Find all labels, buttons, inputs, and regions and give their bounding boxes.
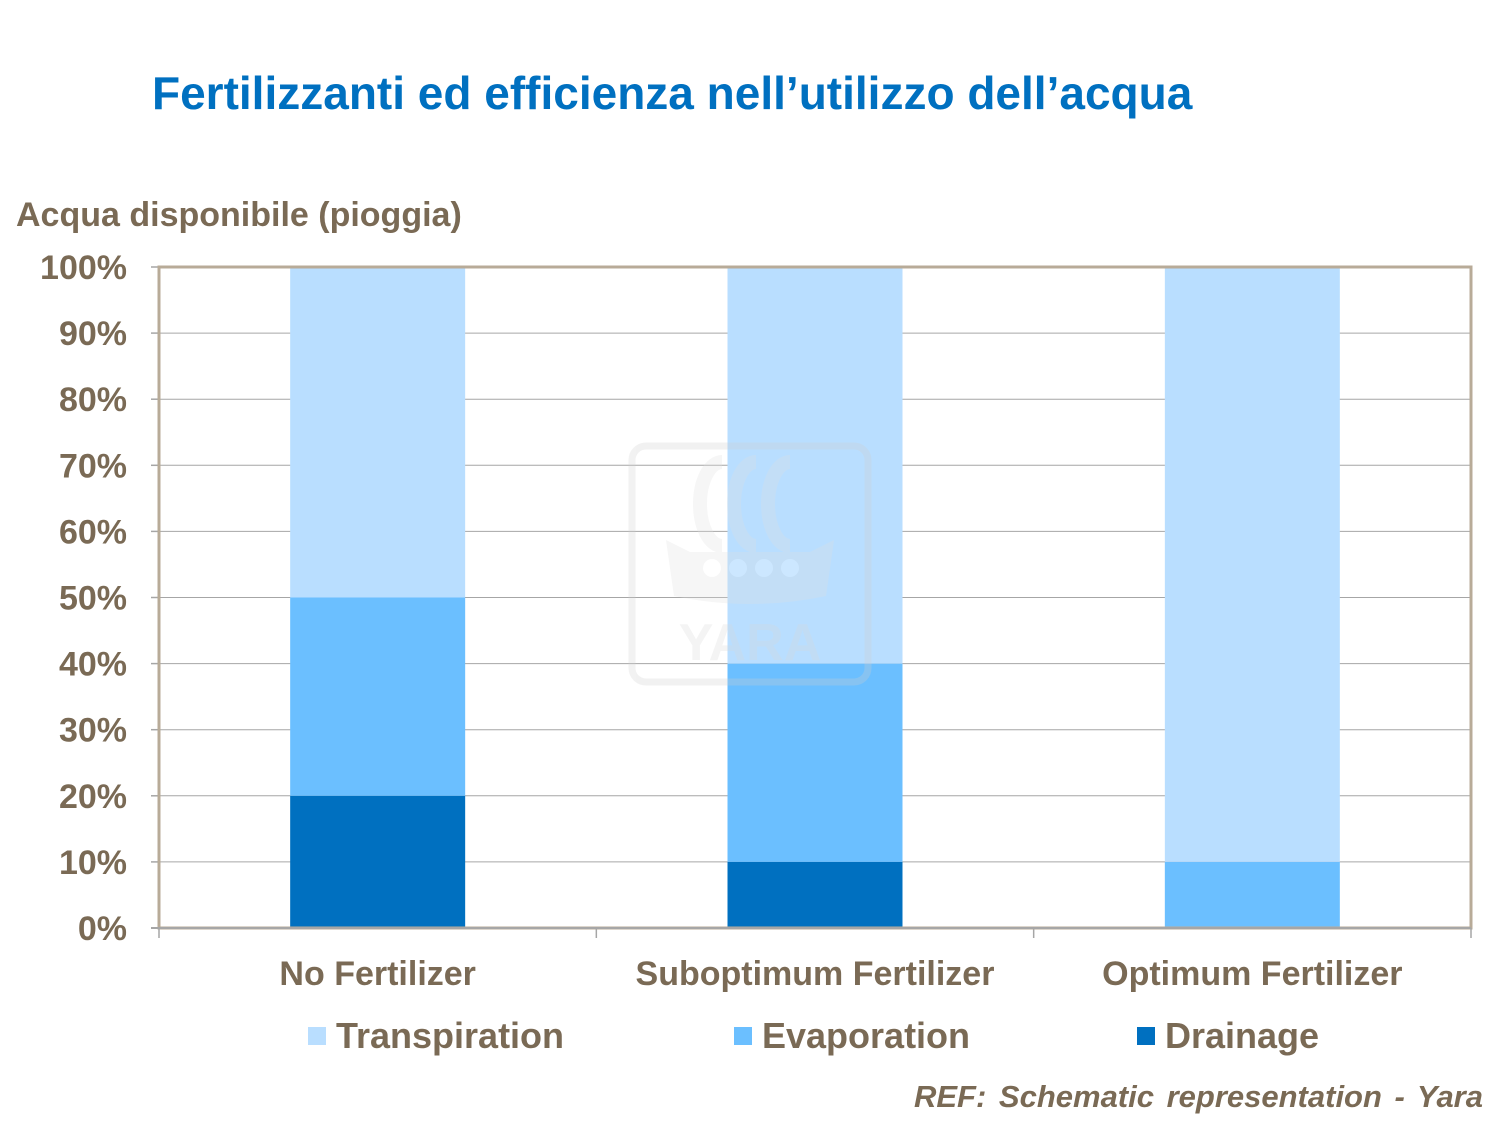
chart-title: Fertilizzanti ed efficienza nell’utilizz… (152, 67, 1193, 119)
bar-transpiration-3 (1164, 267, 1340, 862)
bar-drainage-1 (290, 795, 466, 928)
legend-swatch-drainage (1137, 1027, 1155, 1045)
y-tick-label: 50% (59, 580, 127, 618)
bar-evaporation-3 (1164, 861, 1340, 928)
svg-text:YARA: YARA (679, 614, 822, 672)
y-tick-label: 100% (40, 249, 127, 287)
x-tick-label: No Fertilizer (279, 955, 475, 993)
legend-swatch-evaporation (734, 1027, 752, 1045)
y-tick-labels: 0% 10% 20% 30% 40% 50% 60% 70% 80% 90% 100% (40, 249, 127, 948)
y-tick-label: 10% (59, 844, 127, 882)
bars (290, 267, 1340, 928)
y-tick-label: 30% (59, 712, 127, 750)
x-tick-label: Optimum Fertilizer (1102, 955, 1402, 993)
legend: Transpiration Evaporation Drainage (308, 1015, 1319, 1056)
legend-label-transpiration: Transpiration (336, 1015, 564, 1056)
y-tick-label: 20% (59, 778, 127, 816)
y-tick-label: 60% (59, 513, 127, 551)
y-tick-label: 70% (59, 447, 127, 485)
y-tick-label: 0% (78, 910, 127, 948)
legend-label-evaporation: Evaporation (762, 1015, 970, 1056)
bar-drainage-2 (727, 861, 903, 928)
yara-watermark: YARA (628, 442, 872, 686)
axes (151, 265, 1473, 938)
y-tick-label: 80% (59, 381, 127, 419)
legend-swatch-transpiration (308, 1027, 326, 1045)
y-tick-label: 90% (59, 315, 127, 353)
reference-note: REF: Schematic representation - Yara (913, 1079, 1483, 1114)
y-tick-label: 40% (59, 646, 127, 684)
bar-transpiration-1 (290, 267, 466, 598)
y-axis-label: Acqua disponibile (pioggia) (16, 196, 462, 234)
bar-evaporation-1 (290, 597, 466, 796)
x-tick-labels: No Fertilizer Suboptimum Fertilizer Optimu… (279, 955, 1402, 993)
x-tick-label: Suboptimum Fertilizer (636, 955, 995, 993)
legend-label-drainage: Drainage (1165, 1015, 1319, 1056)
bar-evaporation-2 (727, 663, 903, 862)
bar-transpiration-2 (727, 267, 903, 664)
